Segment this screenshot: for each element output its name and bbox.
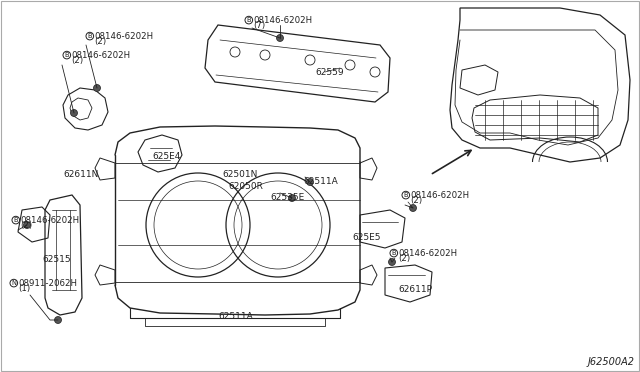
Text: 62611N: 62611N [63, 170, 99, 179]
Text: 62511A: 62511A [303, 177, 338, 186]
Text: 62501N: 62501N [222, 170, 257, 179]
Circle shape [410, 205, 417, 212]
Text: 08146-6202H: 08146-6202H [20, 216, 80, 225]
Text: (2): (2) [95, 36, 107, 45]
Text: (2): (2) [411, 196, 423, 205]
Text: (2): (2) [72, 55, 84, 64]
Text: 08911-2062H: 08911-2062H [19, 279, 77, 288]
Text: 625E5: 625E5 [352, 233, 381, 242]
Circle shape [54, 317, 61, 324]
Text: 62559: 62559 [315, 68, 344, 77]
Circle shape [70, 109, 77, 116]
Text: 08146-6202H: 08146-6202H [95, 32, 154, 41]
Text: B: B [65, 52, 69, 58]
Text: 62511A: 62511A [218, 312, 253, 321]
Text: 08146-6202H: 08146-6202H [253, 16, 313, 25]
Text: 62611P: 62611P [398, 285, 432, 294]
Text: 08146-6202H: 08146-6202H [72, 51, 131, 60]
Text: (1): (1) [19, 283, 31, 292]
Circle shape [24, 221, 31, 228]
Circle shape [307, 179, 314, 186]
Text: 08146-6202H: 08146-6202H [411, 190, 470, 200]
Text: 62515: 62515 [42, 255, 70, 264]
Text: B: B [88, 33, 92, 39]
Text: 62050R: 62050R [228, 182, 263, 191]
Text: N: N [12, 280, 16, 286]
Text: (7): (7) [253, 20, 266, 29]
Text: 625E4: 625E4 [152, 152, 180, 161]
Text: B: B [246, 17, 251, 23]
Circle shape [276, 35, 284, 42]
Text: 62535E: 62535E [270, 193, 304, 202]
Text: 08146-6202H: 08146-6202H [399, 248, 458, 257]
Circle shape [93, 84, 100, 92]
Text: (2): (2) [20, 221, 33, 230]
Text: J62500A2: J62500A2 [588, 357, 635, 367]
Circle shape [289, 195, 296, 202]
Circle shape [388, 259, 396, 266]
Text: B: B [404, 192, 408, 198]
Text: B: B [392, 250, 396, 256]
Text: (2): (2) [399, 254, 411, 263]
Text: B: B [13, 217, 18, 223]
